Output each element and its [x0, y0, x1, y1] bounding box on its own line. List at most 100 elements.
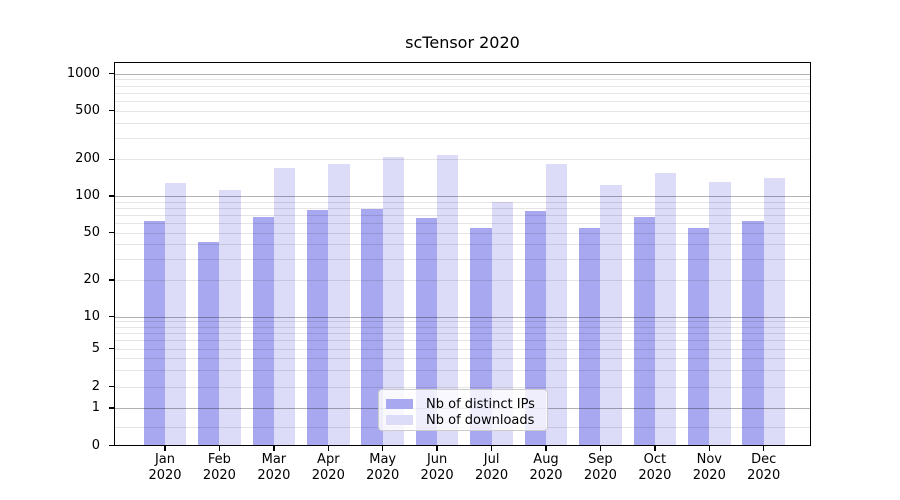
gridline-minor	[114, 214, 811, 216]
x-axis-tick-label: May 2020	[353, 452, 413, 484]
x-tick-year: 2020	[529, 468, 563, 483]
bar-distinct-ips	[742, 221, 764, 446]
x-axis-tick-label: Dec 2020	[734, 452, 794, 484]
x-tick-month: May	[369, 452, 397, 467]
bar-distinct-ips	[579, 228, 601, 446]
gridline-minor	[114, 280, 811, 281]
x-tick-mark	[490, 446, 493, 451]
gridline-major	[114, 316, 811, 318]
bar-distinct-ips	[361, 209, 383, 446]
bar-distinct-ips	[415, 217, 438, 446]
gridline-major	[114, 196, 811, 197]
x-tick-year: 2020	[311, 468, 345, 483]
x-tick-year: 2020	[692, 468, 726, 483]
x-tick-mark	[708, 446, 710, 451]
y-axis-tick-label: 100	[75, 188, 100, 203]
x-tick-mark	[763, 446, 765, 451]
x-tick-year: 2020	[420, 468, 454, 483]
legend-swatch-downloads	[386, 415, 413, 425]
gridline-minor	[114, 100, 811, 102]
bar-downloads	[382, 156, 405, 446]
x-axis-tick-label: Oct 2020	[625, 452, 685, 484]
x-axis-tick-label: Feb 2020	[189, 452, 249, 484]
bar-distinct-ips	[252, 217, 274, 446]
chart-title: scTensor 2020	[405, 33, 520, 52]
y-axis-tick-label: 0	[91, 437, 100, 453]
legend-item: Nb of distinct IPs	[386, 396, 539, 412]
x-tick-month: Apr	[317, 452, 340, 467]
gridline-minor	[114, 357, 811, 359]
gridline-minor	[114, 207, 811, 209]
x-axis-tick-label: Mar 2020	[244, 452, 304, 484]
y-tick-mark	[109, 315, 114, 318]
legend: Nb of distinct IPs Nb of downloads	[378, 389, 548, 431]
legend-label: Nb of downloads	[426, 412, 535, 428]
gridline-minor	[114, 386, 811, 388]
gridline-minor	[114, 244, 811, 246]
x-tick-month: Jul	[483, 452, 500, 467]
gridline-minor	[114, 348, 811, 350]
y-tick-mark	[109, 407, 114, 409]
gridline-minor	[114, 201, 811, 203]
gridline-minor	[114, 85, 811, 87]
x-tick-year: 2020	[475, 468, 509, 483]
y-axis-tick-label: 10	[83, 308, 100, 324]
gridline-minor	[114, 259, 811, 260]
bar-downloads	[273, 167, 296, 446]
x-axis-tick-label: Jun 2020	[407, 452, 467, 484]
legend-swatch-distinct-ips	[386, 399, 413, 409]
bar-downloads	[219, 190, 241, 446]
x-tick-year: 2020	[366, 468, 400, 483]
x-tick-month: Sep	[588, 452, 613, 467]
legend-label: Nb of distinct IPs	[426, 396, 535, 412]
x-tick-month: Jan	[154, 452, 176, 467]
y-axis-tick-label: 2	[91, 378, 100, 394]
x-tick-month: Mar	[261, 452, 287, 467]
y-axis-tick-label: 200	[75, 151, 100, 167]
y-tick-mark	[109, 347, 114, 350]
y-tick-mark	[109, 445, 114, 447]
bar-distinct-ips	[524, 211, 546, 446]
x-tick-year: 2020	[202, 468, 236, 483]
bar-downloads	[437, 155, 459, 446]
x-axis-tick-label: Jan 2020	[135, 452, 195, 484]
gridline-minor	[114, 159, 811, 161]
x-tick-mark	[545, 446, 547, 451]
gridline-minor	[114, 369, 811, 371]
bar-downloads	[491, 202, 513, 446]
x-tick-mark	[599, 446, 602, 451]
y-axis-tick-label: 20	[83, 272, 100, 287]
bar-distinct-ips	[687, 228, 710, 446]
bar-downloads	[709, 182, 731, 446]
gridline-minor	[114, 321, 811, 323]
legend-item: Nb of downloads	[386, 412, 539, 428]
x-tick-mark	[273, 446, 275, 451]
gridline-minor	[114, 110, 811, 112]
x-tick-month: Nov	[696, 452, 722, 467]
x-axis-tick-label: Apr 2020	[298, 452, 358, 484]
bar-distinct-ips	[143, 221, 165, 446]
bar-downloads	[600, 185, 622, 446]
y-tick-mark	[109, 195, 114, 197]
x-tick-month: Jun	[426, 452, 448, 467]
bar-downloads	[165, 182, 187, 446]
y-tick-mark	[109, 158, 114, 160]
y-tick-mark	[109, 72, 114, 75]
gridline-minor	[114, 326, 811, 328]
y-tick-mark	[109, 110, 114, 112]
x-tick-mark	[164, 446, 166, 451]
x-tick-month: Oct	[643, 452, 667, 467]
y-axis-tick-label: 5	[91, 340, 100, 356]
y-axis-tick-label: 1000	[66, 65, 100, 81]
x-axis-tick-label: Nov 2020	[679, 452, 739, 484]
y-axis-tick-label: 500	[75, 102, 100, 118]
x-axis-tick-label: Jul 2020	[462, 452, 522, 484]
bar-distinct-ips	[633, 217, 655, 446]
gridline-major	[114, 73, 811, 75]
x-tick-year: 2020	[638, 468, 672, 483]
bar-downloads	[328, 163, 350, 446]
y-axis-tick-label: 50	[83, 224, 100, 240]
plot-area: Nb of distinct IPs Nb of downloads	[114, 62, 811, 446]
gridline-minor	[114, 79, 811, 81]
